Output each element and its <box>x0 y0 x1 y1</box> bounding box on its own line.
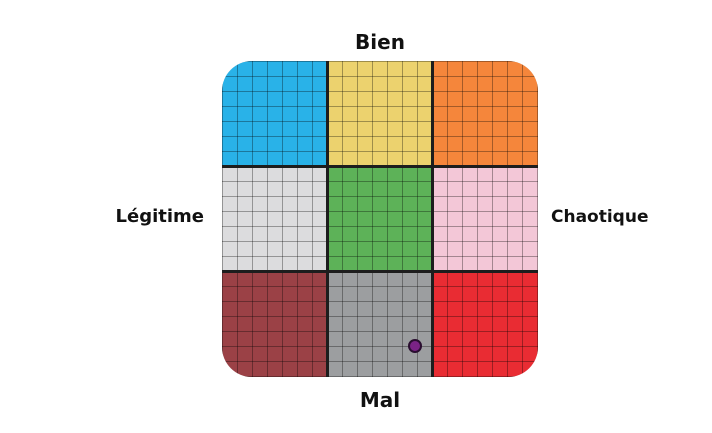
axis-label-good: Bien <box>355 30 405 54</box>
axis-label-lawful: Légitime <box>115 206 204 227</box>
axis-label-evil: Mal <box>359 388 401 412</box>
marker-dot <box>408 339 422 353</box>
major-gridlines <box>222 61 538 377</box>
alignment-board <box>222 61 538 377</box>
axis-label-chaotic: Chaotique <box>551 207 649 227</box>
